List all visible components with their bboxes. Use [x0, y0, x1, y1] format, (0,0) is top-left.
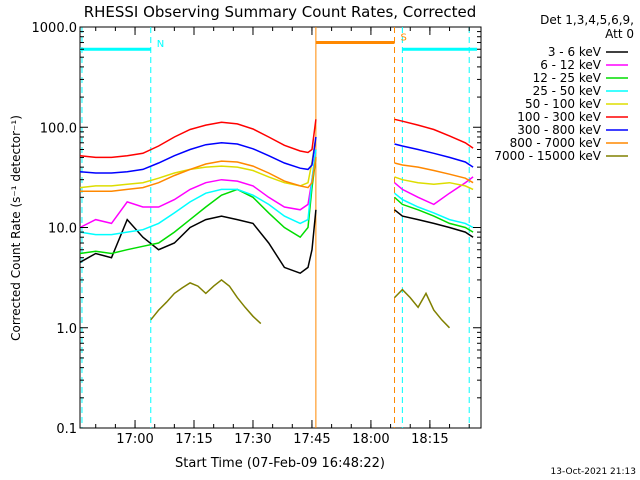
x-tick-label: 18:15: [411, 432, 448, 447]
series-line-3-6-kev: [394, 209, 474, 238]
legend-label-300-800-kev: 300 - 800 keV: [517, 123, 601, 137]
state-bar-label: S: [401, 33, 407, 44]
plot-frame: [79, 26, 482, 429]
series-group: [79, 118, 474, 329]
legend-label-6-12-kev: 6 - 12 keV: [540, 58, 602, 72]
legend-header-line-2: Att 0: [605, 27, 634, 41]
series-line-50-100-kev: [394, 176, 474, 191]
series-line-25-50-kev: [394, 192, 474, 229]
legend-label-800-7000-kev: 800 - 7000 keV: [510, 136, 602, 150]
series-line-300-800-kev: [394, 143, 474, 168]
series-line-6-12-kev: [394, 176, 474, 206]
series-line-100-300-kev: [79, 119, 317, 159]
series-line-12-25-kev: [393, 196, 474, 233]
series-line-300-800-kev: [79, 136, 317, 174]
series-line-25-50-kev: [79, 149, 317, 236]
legend-header-line-1: Det 1,3,4,5,6,9,: [540, 13, 634, 27]
series-line-7000-15000-kev: [393, 288, 451, 329]
legend-label-50-100-kev: 50 - 100 keV: [525, 97, 602, 111]
y-tick-label: 10.0: [48, 222, 77, 237]
x-tick-label: 17:15: [175, 432, 212, 447]
chart-title: RHESSI Observing Summary Count Rates, Co…: [84, 3, 477, 21]
series-line-3-6-kev: [79, 209, 317, 275]
legend-label-7000-15000-kev: 7000 - 15000 keV: [494, 149, 601, 163]
footer-date: 13-Oct-2021 21:13: [551, 467, 636, 477]
series-line-12-25-kev: [79, 157, 317, 255]
x-tick-label: 17:00: [116, 432, 153, 447]
series-line-7000-15000-kev: [150, 278, 262, 325]
legend-label-25-50-kev: 25 - 50 keV: [533, 84, 602, 98]
x-axis-label: Start Time (07-Feb-09 16:48:22): [175, 456, 385, 471]
series-line-800-7000-kev: [80, 157, 317, 192]
y-axis-label: Corrected Count Rate (s⁻¹ detector⁻¹): [9, 115, 23, 341]
state-bars: NS: [80, 33, 478, 51]
x-axis-ticks: 17:00 17:15 17:30 17:45 18:00 18:15: [95, 27, 470, 447]
series-line-800-7000-kev: [394, 162, 474, 184]
y-tick-label: 0.1: [56, 422, 77, 437]
series-line-100-300-kev: [394, 118, 474, 149]
y-axis-ticks: 1000.0 100.0 10.0 1.0 0.1: [32, 21, 481, 437]
x-tick-label: 18:00: [352, 432, 389, 447]
x-tick-label: 17:30: [234, 432, 271, 447]
legend-label-100-300-kev: 100 - 300 keV: [517, 110, 601, 124]
legend-label-12-25-kev: 12 - 25 keV: [533, 71, 602, 85]
vertical-markers: [81, 27, 470, 428]
legend-label-3-6-kev: 3 - 6 keV: [548, 45, 602, 59]
y-tick-label: 1.0: [56, 322, 77, 337]
state-bar-label: N: [157, 39, 164, 50]
y-tick-label: 1000.0: [32, 21, 78, 36]
series-line-50-100-kev: [79, 136, 317, 189]
series-line-6-12-kev: [79, 149, 317, 229]
x-tick-label: 17:45: [293, 432, 330, 447]
y-tick-label: 100.0: [40, 121, 77, 136]
